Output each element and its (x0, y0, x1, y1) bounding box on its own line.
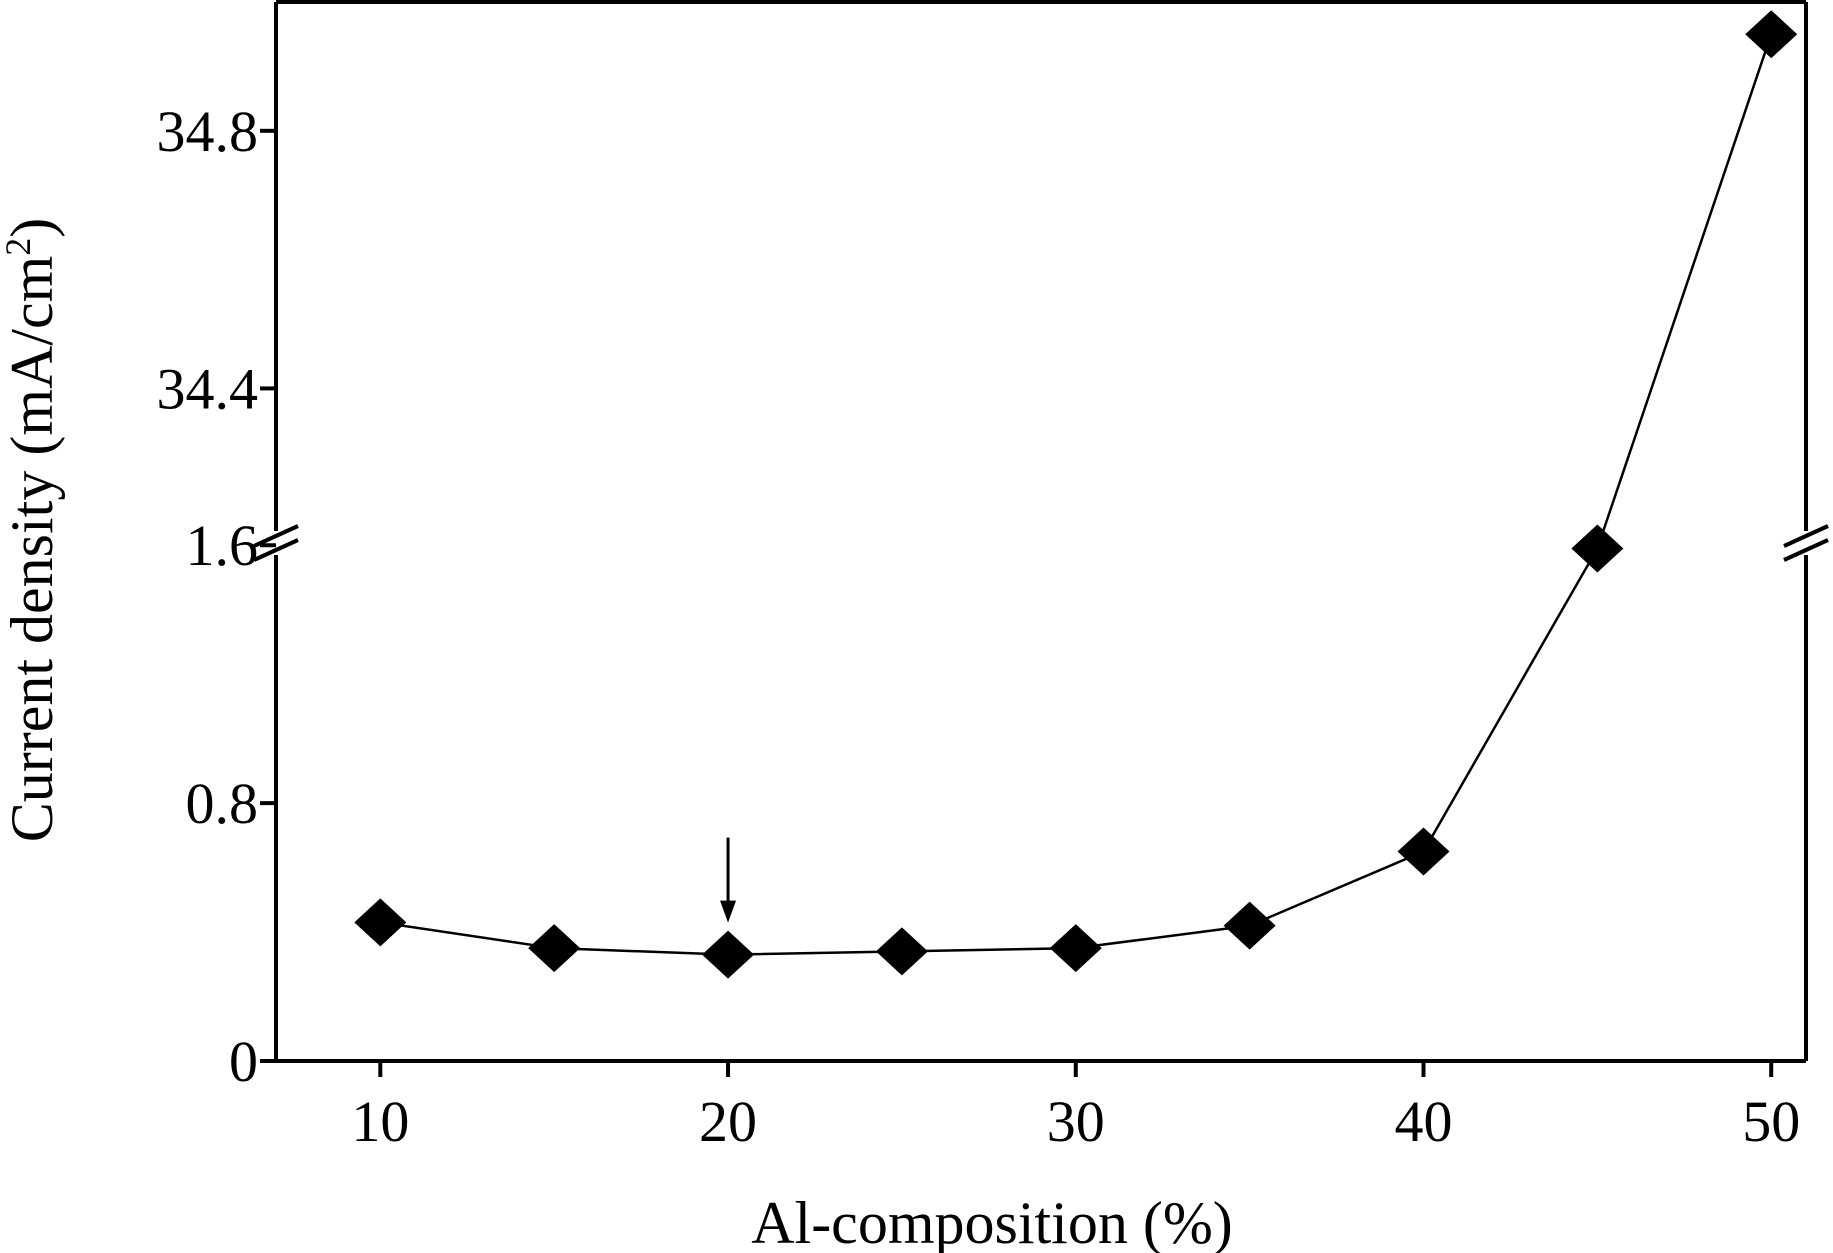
y-axis-title-main: Current density (mA/cm (0, 256, 65, 843)
data-point-45 (1571, 524, 1624, 573)
axis-break-mark-right-1 (1783, 524, 1829, 548)
ticks (260, 128, 1774, 1077)
axis-break-mark-left-1 (253, 524, 299, 548)
annotations (720, 837, 737, 923)
x-tick-label-50: 50 (1742, 1089, 1800, 1154)
data-point-35 (1223, 901, 1276, 950)
series-0-line (380, 33, 1773, 956)
x-tick-label-40: 40 (1395, 1089, 1453, 1154)
data-point-25 (875, 927, 928, 976)
x-axis-title: Al-composition (%) (751, 1190, 1233, 1253)
y-tick-label-34.8: 34.8 (157, 99, 259, 164)
data-point-50 (1745, 10, 1798, 59)
y-tick-label-0.8: 0.8 (186, 771, 259, 836)
x-tick-label-10: 10 (351, 1089, 409, 1154)
y-tick-label-1.6: 1.6 (186, 513, 259, 578)
axis-break-mark-right-2 (1783, 538, 1829, 562)
data-point-30 (1049, 924, 1102, 973)
data-point-10 (354, 898, 407, 947)
y-axis-title-suffix: ) (0, 218, 65, 238)
y-axis-title: Current density (mA/cm2) (0, 218, 65, 843)
arrow-head-0 (720, 900, 737, 923)
x-tick-label-20: 20 (699, 1089, 757, 1154)
plot-frame (274, 0, 1808, 1063)
y-tick-label-34.4: 34.4 (157, 356, 259, 421)
data-series (354, 10, 1798, 979)
x-tick-label-30: 30 (1047, 1089, 1105, 1154)
data-point-15 (528, 924, 581, 973)
axis-break-mark-left-2 (253, 538, 299, 562)
data-point-20 (702, 930, 755, 979)
y-axis-title-superscript: 2 (0, 238, 38, 256)
data-point-40 (1397, 827, 1450, 876)
y-tick-label-0: 0 (229, 1029, 258, 1094)
tick-labels: 10 20 30 40 50 0 0.8 1.6 34.4 34.8 (157, 99, 1801, 1154)
axis-break-marks (253, 524, 1829, 562)
